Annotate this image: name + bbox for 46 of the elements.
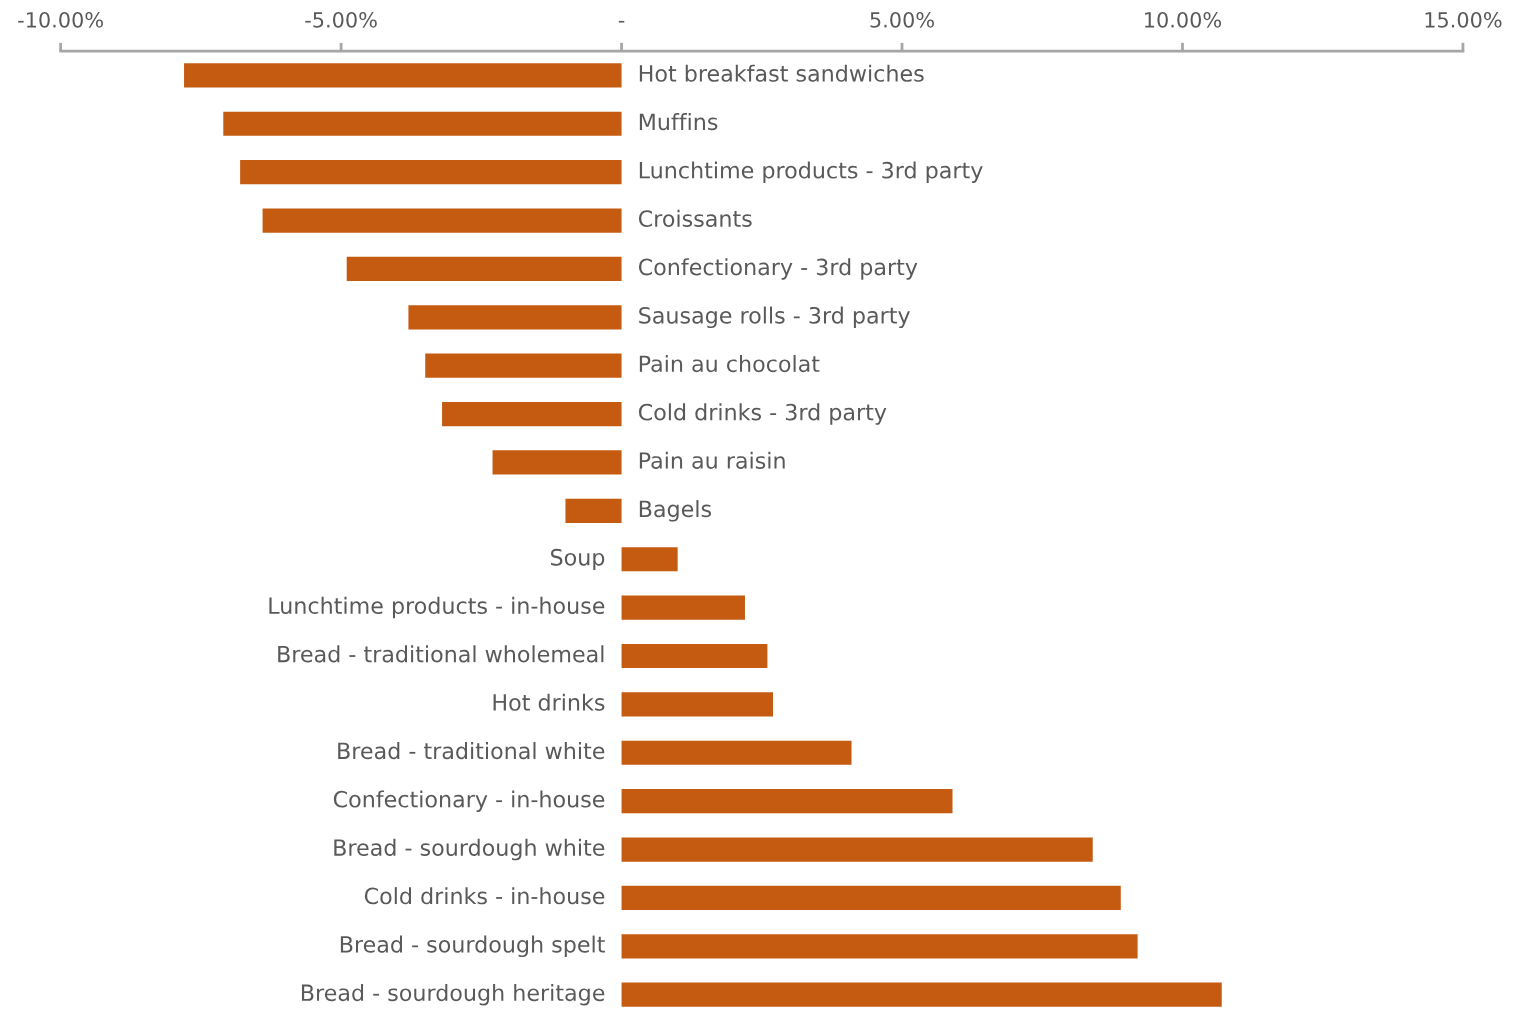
bar	[223, 111, 622, 136]
bar	[492, 450, 622, 475]
y-tick-label: Bread - traditional wholemeal	[278, 645, 604, 663]
bar	[621, 934, 1138, 959]
bar	[621, 982, 1222, 1007]
y-tick-label: Hot drinks	[493, 693, 605, 711]
bar	[621, 837, 1093, 862]
y-tick-label: Confectionary - 3rd party	[638, 258, 918, 280]
bar	[262, 208, 622, 233]
y-tick-label: Croissants	[638, 209, 752, 227]
y-tick-label: Pain au chocolat	[639, 354, 820, 373]
x-tick-label: -10.00%	[18, 11, 103, 28]
x-tick-label: 10.00%	[1145, 11, 1222, 28]
y-tick-label: Cold drinks - in-house	[364, 887, 605, 905]
y-tick-label: Lunchtime products - 3rd party	[639, 161, 983, 183]
y-tick-label: Bread - traditional white	[338, 742, 605, 760]
bar	[621, 643, 768, 669]
bar	[425, 353, 622, 378]
y-tick-label: Lunchtime products - in-house	[269, 596, 605, 619]
y-tick-label: Pain au raisin	[639, 451, 785, 469]
bar	[408, 305, 622, 330]
bar	[442, 401, 622, 427]
bar	[184, 63, 622, 88]
bar	[621, 595, 745, 620]
y-tick-label: Bagels	[639, 500, 711, 522]
bar	[621, 547, 678, 572]
bar	[621, 885, 1121, 911]
bar	[240, 160, 622, 185]
bar	[621, 740, 852, 765]
y-tick-label: Bread - sourdough white	[334, 838, 605, 861]
bar	[565, 498, 622, 523]
y-tick-label: Bread - sourdough spelt	[340, 935, 605, 958]
x-tick-label: 5.00%	[870, 11, 934, 28]
x-tick-label: -	[618, 20, 625, 23]
y-tick-label: Confectionary - in-house	[333, 790, 605, 812]
x-tick-label: 15.00%	[1425, 11, 1502, 28]
y-tick-label: Soup	[551, 548, 605, 570]
bar	[346, 256, 622, 282]
y-tick-label: Sausage rolls - 3rd party	[639, 306, 910, 329]
bar	[621, 789, 953, 814]
bar	[621, 692, 774, 717]
x-tick-label: -5.00%	[305, 11, 377, 28]
y-tick-label: Cold drinks - 3rd party	[638, 403, 887, 425]
y-tick-label: Hot breakfast sandwiches	[639, 64, 924, 82]
y-tick-label: Muffins	[639, 113, 718, 131]
y-tick-label: Bread - sourdough heritage	[301, 983, 605, 1006]
